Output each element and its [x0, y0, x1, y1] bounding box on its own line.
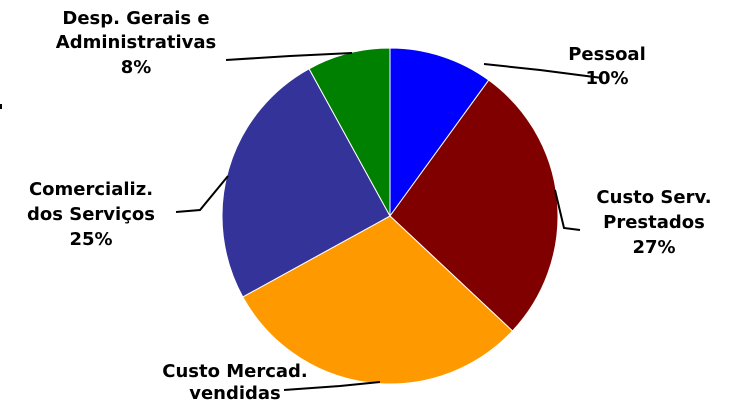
edge-mark: [0, 104, 2, 109]
pie-slice-pessoal: [389, 47, 490, 218]
leader-line-custo-mercad: [283, 381, 381, 391]
leader-line-comercializ: [175, 175, 229, 213]
slice-label-comercializ: Comercializ.: [29, 179, 153, 200]
slice-label-custo-serv: Custo Serv.: [596, 187, 711, 208]
leader-line-custo-serv: [554, 189, 581, 231]
slice-label-desp-gerais: Administrativas: [56, 32, 216, 53]
slice-percent-custo-serv: 27%: [632, 237, 675, 258]
pie-slice-comercializ: [221, 68, 391, 298]
slice-labels: Pessoal 10% Custo Serv. Prestados 27% Custo M…: [27, 8, 712, 404]
leader-line-desp-gerais: [225, 52, 353, 61]
slice-label-pessoal: Pessoal: [568, 44, 646, 65]
leader-line-pessoal: [483, 63, 603, 79]
slice-percent-pessoal: 10%: [585, 68, 628, 89]
leader-lines: [175, 52, 603, 391]
slice-label-desp-gerais: Desp. Gerais e: [62, 8, 209, 29]
slice-label-comercializ: dos Serviços: [27, 204, 155, 225]
slice-label-custo-mercad: Custo Mercad.: [162, 361, 308, 382]
slice-percent-comercializ: 25%: [69, 229, 112, 250]
slice-percent-desp-gerais: 8%: [121, 57, 152, 78]
slice-label-custo-serv: Prestados: [603, 212, 705, 233]
slice-label-custo-mercad: vendidas: [189, 383, 281, 404]
pie-slices: [221, 47, 559, 385]
